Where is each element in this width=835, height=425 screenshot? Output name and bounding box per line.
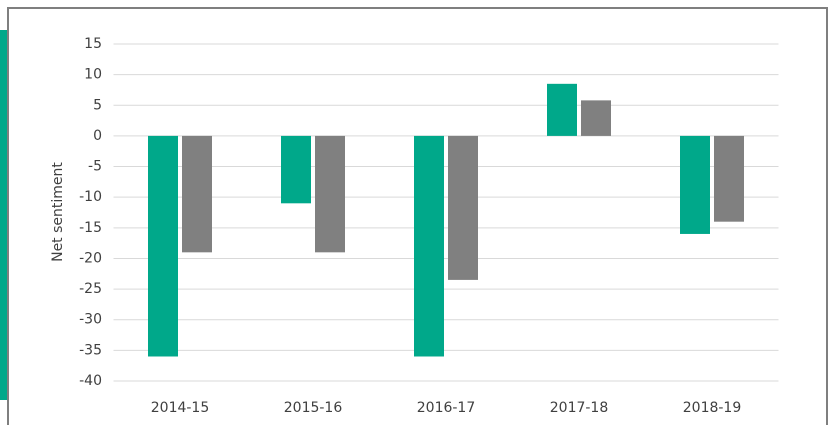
y-tick-label: 0	[93, 128, 102, 144]
y-tick-label: -15	[79, 220, 102, 236]
x-tick-label: 2015-16	[284, 400, 343, 416]
bar	[148, 135, 178, 357]
bar	[547, 83, 577, 136]
x-tick-label: 2014-15	[151, 400, 210, 416]
y-tick-label: -25	[79, 281, 102, 297]
x-tick-label: 2017-18	[550, 400, 609, 416]
bar	[315, 135, 345, 253]
y-tick-label: -30	[79, 312, 102, 328]
x-tick-label: 2018-19	[683, 400, 742, 416]
y-tick-label: -35	[79, 342, 102, 358]
bar	[281, 135, 311, 204]
bar	[448, 135, 478, 280]
bar	[414, 135, 444, 357]
bar	[714, 135, 744, 222]
frame	[7, 7, 828, 425]
bar	[581, 100, 611, 136]
bar	[680, 135, 710, 234]
y-axis-label: Net sentiment	[50, 162, 66, 262]
y-tick-label: -10	[79, 189, 102, 205]
y-tick-label: -20	[79, 250, 102, 266]
y-tick-label: -5	[88, 159, 102, 175]
bar	[182, 135, 212, 253]
y-tick-label: -40	[79, 373, 102, 389]
side-strip	[0, 30, 7, 400]
y-tick-label: 10	[84, 67, 102, 83]
y-tick-label: 5	[93, 97, 102, 113]
x-tick-label: 2016-17	[417, 400, 476, 416]
y-tick-label: 15	[84, 36, 102, 52]
